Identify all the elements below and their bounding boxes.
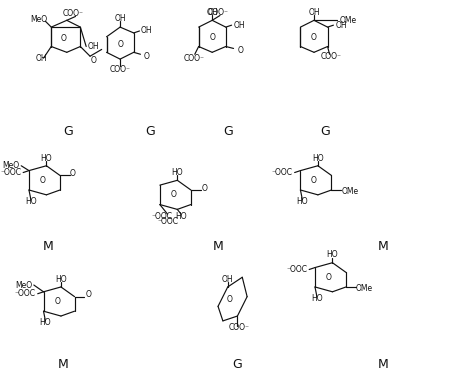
Text: M: M <box>43 240 54 253</box>
Text: G: G <box>320 125 329 138</box>
Text: OH: OH <box>87 42 99 51</box>
Text: O: O <box>311 176 317 185</box>
Text: HO: HO <box>55 275 67 284</box>
Text: OMe: OMe <box>356 284 373 293</box>
Text: OH: OH <box>308 8 320 17</box>
Text: HO: HO <box>25 197 36 206</box>
Text: OH: OH <box>36 54 47 63</box>
Text: ⁻OOC: ⁻OOC <box>157 217 178 225</box>
Text: HO: HO <box>327 250 338 260</box>
Text: OH: OH <box>114 14 126 23</box>
Text: MeO: MeO <box>2 161 19 170</box>
Text: COO⁻: COO⁻ <box>109 65 131 74</box>
Text: O: O <box>85 290 91 299</box>
Text: O: O <box>311 33 317 42</box>
Text: O: O <box>61 34 67 43</box>
Text: M: M <box>377 358 388 371</box>
Text: COO⁻: COO⁻ <box>183 54 204 63</box>
Text: O: O <box>70 169 75 178</box>
Text: OH: OH <box>140 27 152 35</box>
Text: ⁻OOC: ⁻OOC <box>151 212 173 221</box>
Text: M: M <box>377 240 388 253</box>
Text: ⁻OOC: ⁻OOC <box>272 168 292 177</box>
Text: OH: OH <box>335 21 347 30</box>
Text: ⁻OOC: ⁻OOC <box>15 289 36 298</box>
Text: M: M <box>57 358 68 371</box>
Text: HO: HO <box>311 294 323 303</box>
Text: O: O <box>91 55 97 65</box>
Text: HO: HO <box>172 168 183 177</box>
Text: O: O <box>227 295 233 304</box>
Text: MeO: MeO <box>15 280 32 290</box>
Text: O: O <box>54 297 60 306</box>
Text: COO⁻: COO⁻ <box>63 9 84 18</box>
Text: G: G <box>63 125 73 138</box>
Text: ⁻OOC: ⁻OOC <box>286 265 307 274</box>
Text: OH: OH <box>222 275 234 284</box>
Text: COO⁻: COO⁻ <box>321 52 342 61</box>
Text: HO: HO <box>41 154 52 163</box>
Text: G: G <box>146 125 155 138</box>
Text: O: O <box>40 176 46 185</box>
Text: MeO: MeO <box>30 15 47 24</box>
Text: HO: HO <box>175 212 187 221</box>
Text: O: O <box>210 33 215 42</box>
Text: ⁻OOC: ⁻OOC <box>0 168 21 177</box>
Text: G: G <box>233 358 242 371</box>
Text: O: O <box>117 40 123 49</box>
Text: HO: HO <box>40 318 51 327</box>
Text: COO⁻: COO⁻ <box>208 8 228 17</box>
Text: M: M <box>213 240 223 253</box>
Text: OMe: OMe <box>341 187 358 196</box>
Text: COO⁻: COO⁻ <box>229 323 250 332</box>
Text: O: O <box>326 273 331 282</box>
Text: O: O <box>201 184 208 193</box>
Text: OH: OH <box>206 8 218 17</box>
Text: O: O <box>171 190 176 200</box>
Text: G: G <box>223 125 233 138</box>
Text: HO: HO <box>312 154 324 163</box>
Text: O: O <box>143 52 149 61</box>
Text: HO: HO <box>297 197 308 206</box>
Text: O: O <box>237 46 243 55</box>
Text: OMe: OMe <box>339 16 356 25</box>
Text: OH: OH <box>234 21 245 30</box>
